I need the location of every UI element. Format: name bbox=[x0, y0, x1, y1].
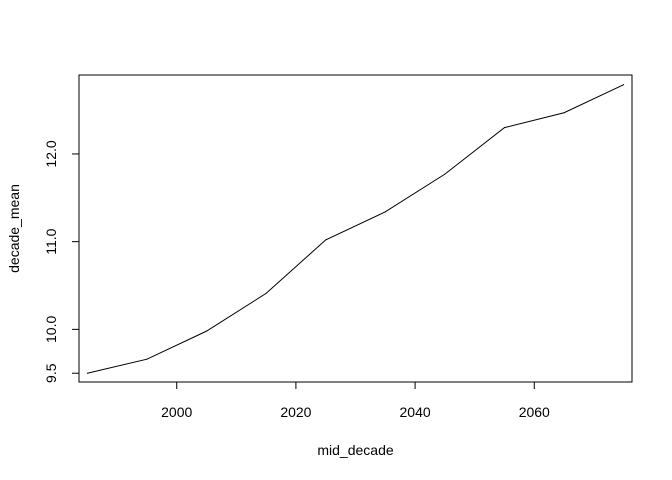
x-tick-label: 2040 bbox=[400, 404, 431, 420]
y-tick-label: 12.0 bbox=[43, 140, 59, 167]
data-point bbox=[206, 330, 208, 332]
y-tick-label: 10.0 bbox=[43, 316, 59, 343]
data-point bbox=[325, 239, 327, 241]
data-point bbox=[146, 358, 148, 360]
x-tick-label: 2020 bbox=[280, 404, 311, 420]
y-tick-label: 9.5 bbox=[43, 363, 59, 383]
data-point bbox=[444, 173, 446, 175]
plot-frame bbox=[78, 74, 633, 383]
x-tick-label: 2060 bbox=[519, 404, 550, 420]
x-axis: 2000 2020 2040 2060 bbox=[161, 381, 550, 420]
x-tick-label: 2000 bbox=[161, 404, 192, 420]
data-point bbox=[563, 112, 565, 114]
series-layer bbox=[86, 84, 625, 374]
y-tick-label: 11.0 bbox=[43, 228, 59, 254]
series-line bbox=[87, 84, 624, 374]
data-point bbox=[265, 292, 267, 294]
data-point bbox=[623, 84, 625, 86]
y-axis-title: decade_mean bbox=[6, 184, 22, 273]
data-point bbox=[384, 211, 386, 213]
x-axis-title: mid_decade bbox=[317, 442, 393, 458]
data-point bbox=[503, 127, 505, 129]
data-point bbox=[86, 372, 88, 374]
y-axis: 9.5 10.0 11.0 12.0 bbox=[43, 140, 80, 383]
